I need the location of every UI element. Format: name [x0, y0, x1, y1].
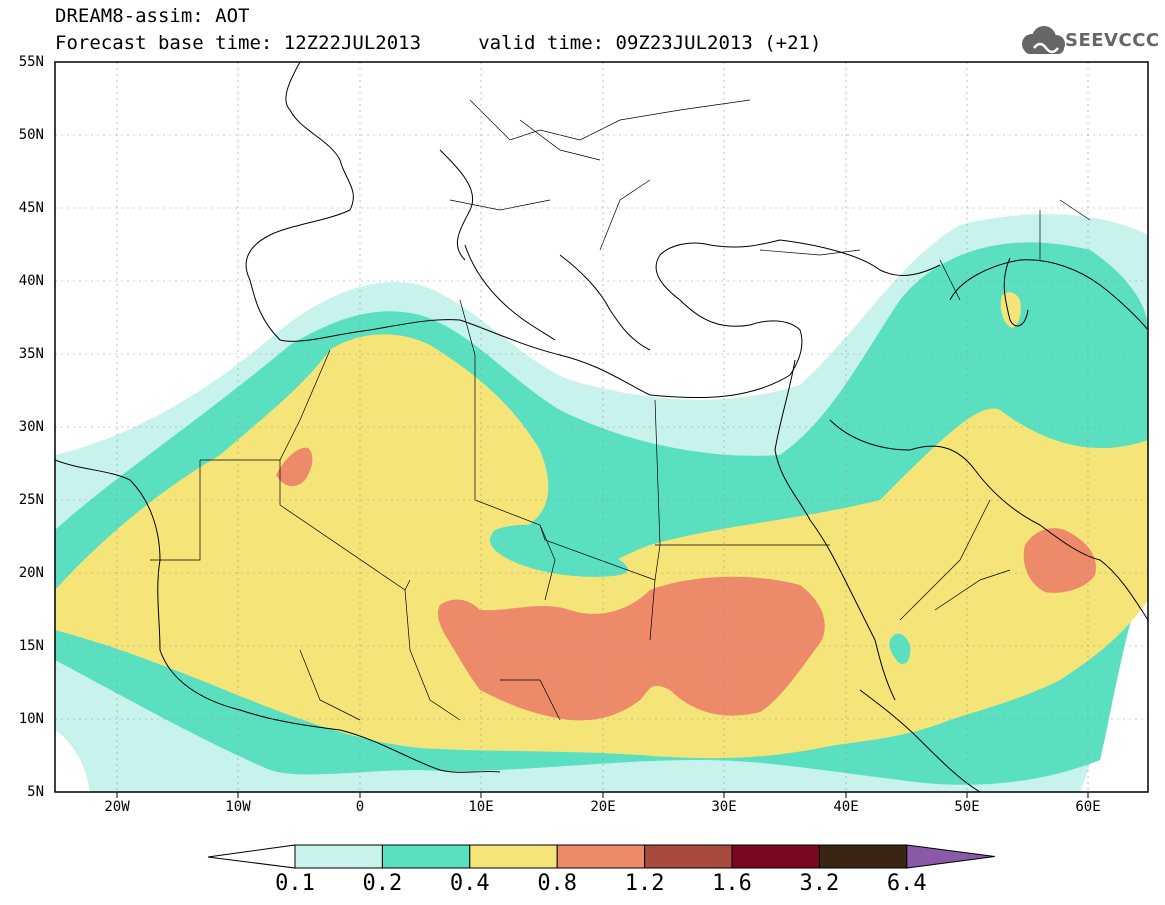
aot-0.8-contour [437, 576, 825, 721]
lat-tick-label: 40N [18, 273, 44, 289]
lon-tick-label: 10E [468, 799, 494, 815]
coastlines [55, 62, 1148, 792]
forecast-time-line: Forecast base time: 12Z22JUL2013 valid t… [55, 32, 822, 54]
lon-tick-label: 10W [225, 799, 251, 815]
lon-tick-label: 20E [590, 799, 616, 815]
aot-fields [55, 214, 1148, 792]
lat-tick-label: 45N [18, 200, 44, 216]
lat-tick-label: 10N [18, 711, 44, 727]
colorbar-level-label: 1.2 [624, 871, 665, 896]
map-title: DREAM8-assim: AOT [55, 5, 250, 27]
lat-tick-label: 55N [18, 54, 44, 70]
colorbar-level-label: 0.1 [275, 871, 315, 896]
lat-tick-label: 15N [18, 638, 44, 654]
colorbar-level-label: 6.4 [886, 871, 927, 896]
lat-tick-label: 5N [27, 784, 44, 800]
lon-tick-label: 50E [954, 799, 980, 815]
country-borders [150, 99, 1091, 721]
aot-0.2-patch [490, 524, 629, 577]
map-frame [54, 61, 1149, 793]
colorbar-level-label: 1.6 [712, 871, 752, 896]
aot-0.2-patch-east [889, 633, 911, 665]
tick-marks [116, 792, 1089, 798]
lat-tick-label: 50N [18, 127, 44, 143]
seevccc-logo [1022, 26, 1065, 54]
aot-0.8-patch-oman [1023, 528, 1096, 593]
lon-tick-label: 40E [833, 799, 859, 815]
lon-tick-label: 0 [355, 799, 365, 815]
lon-tick-label: 60E [1075, 799, 1101, 815]
gridlines [55, 62, 1148, 792]
lat-tick-label: 30N [18, 419, 44, 435]
lat-tick-label: 35N [18, 346, 44, 362]
lon-tick-label: 20W [104, 799, 130, 815]
colorbar-level-label: 0.8 [537, 871, 578, 896]
logo-text: SEEVCCC [1065, 30, 1160, 51]
lon-tick-label: 30E [711, 799, 737, 815]
aot-0.4-contour [55, 334, 1148, 759]
aot-0.8-patch-morocco [276, 447, 313, 487]
colorbar-level-label: 3.2 [799, 871, 840, 896]
lat-tick-label: 20N [18, 565, 44, 581]
colorbar-level-label: 0.2 [362, 871, 403, 896]
colorbar-level-label: 0.4 [449, 871, 490, 896]
lat-tick-label: 25N [18, 492, 44, 508]
